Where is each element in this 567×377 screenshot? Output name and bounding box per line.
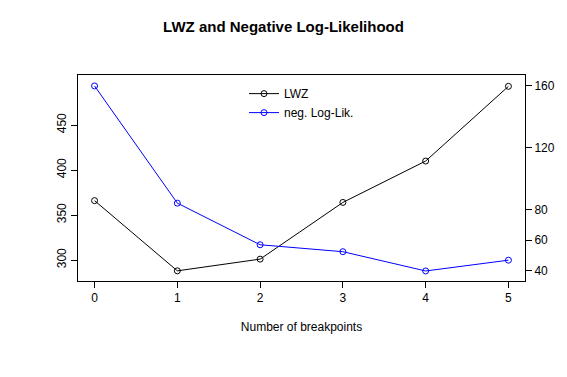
svg-text:neg. Log-Lik.: neg. Log-Lik. bbox=[284, 106, 353, 120]
svg-text:120: 120 bbox=[534, 141, 554, 155]
svg-text:LWZ: LWZ bbox=[284, 87, 308, 101]
svg-text:40: 40 bbox=[534, 264, 548, 278]
svg-text:60: 60 bbox=[534, 233, 548, 247]
svg-text:160: 160 bbox=[534, 79, 554, 93]
svg-text:0: 0 bbox=[91, 291, 98, 305]
svg-text:3: 3 bbox=[340, 291, 347, 305]
svg-text:5: 5 bbox=[505, 291, 512, 305]
svg-text:80: 80 bbox=[534, 203, 548, 217]
svg-text:4: 4 bbox=[422, 291, 429, 305]
svg-text:2: 2 bbox=[257, 291, 264, 305]
svg-text:300: 300 bbox=[55, 248, 69, 268]
svg-text:400: 400 bbox=[55, 158, 69, 178]
svg-text:350: 350 bbox=[55, 203, 69, 223]
svg-text:1: 1 bbox=[174, 291, 181, 305]
svg-text:Number of breakpoints: Number of breakpoints bbox=[241, 320, 362, 334]
svg-text:LWZ and Negative Log-Likelihoo: LWZ and Negative Log-Likelihood bbox=[163, 18, 404, 35]
svg-text:450: 450 bbox=[55, 113, 69, 133]
